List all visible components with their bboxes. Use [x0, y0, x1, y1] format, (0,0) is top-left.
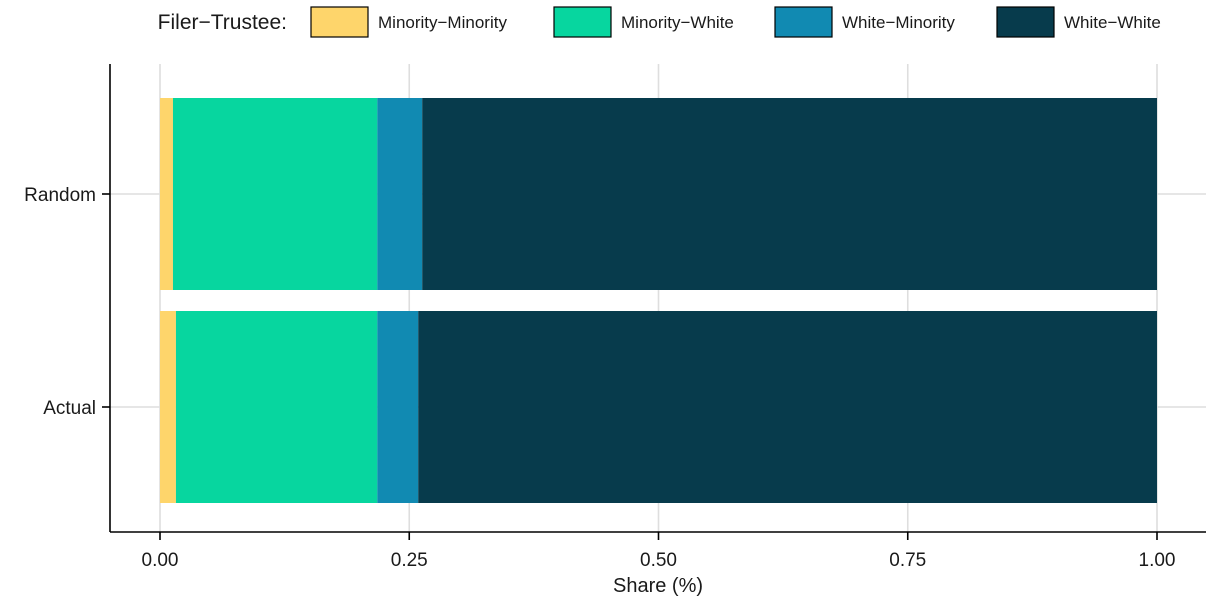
x-tick-label: 0.75 — [889, 550, 926, 571]
bar-segment-actual-0 — [160, 311, 176, 503]
legend-swatch-3 — [996, 6, 1055, 38]
legend-swatch-0 — [310, 6, 369, 38]
legend: Filer−Trustee: Minority−Minority Minority−… — [158, 6, 1161, 38]
bar-segment-actual-1 — [175, 311, 378, 503]
legend-label: Minority−White — [621, 13, 734, 32]
x-tick-label: 0.50 — [640, 550, 677, 571]
x-tick-label: 0.00 — [142, 550, 179, 571]
legend-label: Minority−Minority — [378, 13, 507, 32]
bar-segment-actual-2 — [377, 311, 419, 503]
legend-title: Filer−Trustee: — [158, 11, 287, 34]
x-tick-label: 0.25 — [391, 550, 428, 571]
legend-label: White−White — [1064, 13, 1161, 32]
bar-segment-random-2 — [377, 98, 423, 290]
y-tick-label: Random — [24, 185, 96, 206]
x-axis-label: Share (%) — [613, 575, 703, 597]
bar-segment-random-1 — [172, 98, 378, 290]
legend-swatch-2 — [774, 6, 833, 38]
bar-segment-random-0 — [160, 98, 173, 290]
y-tick-label: Actual — [43, 398, 96, 419]
legend-label: White−Minority — [842, 13, 955, 32]
bar-segment-random-3 — [422, 98, 1157, 290]
bars — [160, 98, 1157, 503]
bar-segment-actual-3 — [418, 311, 1157, 503]
x-tick-label: 1.00 — [1139, 550, 1176, 571]
axes: 0.00 0.25 0.50 0.75 1.00 Actual Random — [24, 64, 1206, 571]
legend-swatch-1 — [553, 6, 612, 38]
